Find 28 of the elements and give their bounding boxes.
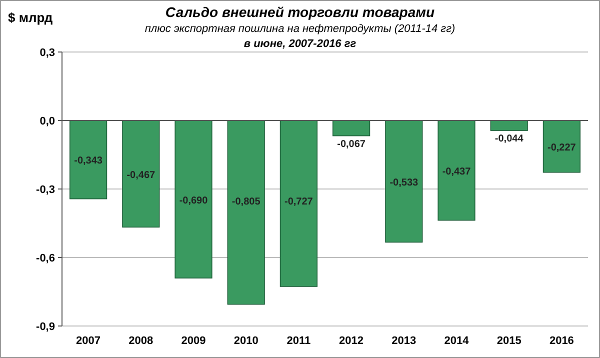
x-tick-label: 2015 bbox=[496, 335, 522, 347]
x-tick-label: 2010 bbox=[234, 335, 258, 347]
x-tick-label: 2007 bbox=[76, 335, 101, 347]
y-tick-label: -0,3 bbox=[36, 184, 55, 196]
y-tick-label: 0,3 bbox=[40, 46, 55, 59]
x-tick-label: 2016 bbox=[549, 335, 574, 347]
data-label: -0,044 bbox=[494, 134, 524, 145]
data-label: -0,690 bbox=[179, 195, 208, 206]
data-label: -0,533 bbox=[390, 177, 419, 188]
data-label: -0,067 bbox=[337, 138, 366, 150]
y-axis-title: $ млрд bbox=[8, 10, 54, 25]
y-tick-label: 0,0 bbox=[40, 115, 55, 128]
chart-subtitle: плюс экспортная пошлина на нефтепродукты (2011-14 гг) в июне, 2007-2016 гг bbox=[144, 23, 456, 50]
y-tick-label: -0,9 bbox=[36, 320, 55, 333]
chart-title: Сальдо внешней торговли товарами bbox=[165, 4, 436, 20]
data-label: -0,227 bbox=[548, 142, 576, 154]
x-tick-label: 2009 bbox=[181, 335, 206, 347]
x-tick-label: 2013 bbox=[392, 335, 416, 347]
x-tick-label: 2014 bbox=[444, 335, 470, 347]
x-tick-label: 2011 bbox=[286, 335, 311, 347]
data-label: -0,727 bbox=[284, 196, 314, 208]
data-label: -0,437 bbox=[442, 166, 472, 178]
data-label: -0,343 bbox=[74, 156, 103, 167]
data-label: -0,467 bbox=[126, 170, 156, 181]
y-tick-label: -0,6 bbox=[36, 252, 55, 264]
x-tick-label: 2008 bbox=[128, 335, 154, 347]
x-tick-label: 2012 bbox=[339, 335, 364, 347]
data-label: -0,805 bbox=[232, 196, 261, 208]
